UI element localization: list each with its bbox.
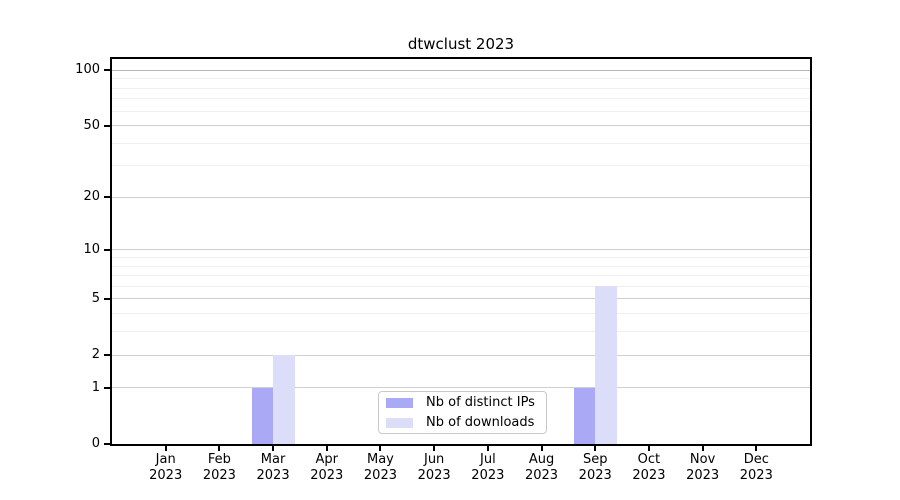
legend-swatch-downloads — [386, 417, 413, 428]
gridline-minor — [112, 98, 810, 100]
y-axis-tick — [104, 297, 110, 300]
x-axis-tick — [379, 445, 382, 451]
gridline-minor — [112, 313, 810, 315]
legend-label-downloads: Nb of downloads — [426, 414, 535, 430]
x-axis-tick — [433, 445, 436, 451]
x-tick-label: Feb 2023 — [202, 452, 236, 483]
x-tick-label: Nov 2023 — [686, 452, 720, 483]
x-axis-tick — [701, 445, 704, 451]
x-axis-tick — [755, 445, 758, 451]
x-tick-label: Mar 2023 — [256, 452, 290, 483]
x-tick-label: Oct 2023 — [632, 452, 666, 483]
x-tick-label: Apr 2023 — [310, 452, 344, 483]
bar-sep-distinct-ips — [573, 387, 596, 444]
x-tick-label: Dec 2023 — [739, 452, 773, 483]
y-axis-tick — [104, 124, 110, 127]
y-tick-label: 1 — [91, 379, 100, 395]
x-axis-tick — [594, 445, 597, 451]
bar-mar-distinct-ips — [251, 387, 274, 444]
x-tick-label: Jan 2023 — [149, 452, 183, 483]
gridline-minor — [112, 331, 810, 333]
x-axis-tick — [540, 445, 543, 451]
gridline-minor — [112, 110, 810, 112]
gridline-major — [112, 298, 810, 300]
y-axis-tick — [104, 386, 110, 389]
y-tick-label: 5 — [91, 290, 100, 306]
legend-item-downloads: Nb of downloads — [386, 413, 546, 433]
x-axis-tick — [164, 445, 167, 451]
x-tick-label: May 2023 — [363, 452, 397, 483]
gridline-minor — [112, 275, 810, 277]
gridline-minor — [112, 285, 810, 287]
y-tick-label: 2 — [91, 347, 100, 363]
y-tick-label: 50 — [83, 117, 100, 133]
bar-mar-downloads — [273, 355, 295, 444]
gridline-major — [112, 125, 810, 127]
gridline-minor — [112, 142, 810, 144]
y-tick-label: 10 — [83, 241, 100, 257]
gridline-minor — [112, 265, 810, 267]
y-axis-tick — [104, 354, 110, 357]
chart-title: dtwclust 2023 — [407, 35, 515, 53]
x-axis-tick — [325, 445, 328, 451]
gridline-minor — [112, 78, 810, 80]
gridline-major — [112, 69, 810, 71]
legend-item-distinct-ips: Nb of distinct IPs — [386, 393, 546, 413]
legend-label-distinct-ips: Nb of distinct IPs — [426, 394, 535, 410]
x-axis-tick — [218, 445, 221, 451]
x-axis-tick — [272, 445, 275, 451]
gridline-major — [112, 387, 810, 389]
y-axis-tick — [104, 248, 110, 251]
y-axis-tick — [104, 443, 110, 445]
gridline-major — [112, 249, 810, 251]
y-axis-tick — [104, 196, 110, 199]
gridline-minor — [112, 257, 810, 258]
x-tick-label: Sep 2023 — [578, 452, 612, 483]
x-axis-tick — [486, 445, 489, 451]
y-tick-label: 100 — [75, 62, 100, 78]
x-tick-label: Jul 2023 — [471, 452, 505, 483]
legend: Nb of distinct IPs Nb of downloads — [378, 391, 547, 434]
bar-sep-downloads — [595, 286, 617, 444]
gridline-major — [112, 354, 810, 356]
x-tick-label: Jun 2023 — [417, 452, 451, 483]
gridline-minor — [112, 165, 810, 167]
gridline-minor — [112, 87, 810, 89]
y-axis-tick — [104, 69, 110, 72]
x-tick-label: Aug 2023 — [524, 452, 559, 483]
legend-swatch-distinct-ips — [386, 397, 413, 408]
y-tick-label: 20 — [83, 189, 100, 205]
y-tick-label: 0 — [91, 436, 100, 451]
gridline-major — [112, 196, 810, 198]
x-axis-tick — [647, 445, 650, 451]
